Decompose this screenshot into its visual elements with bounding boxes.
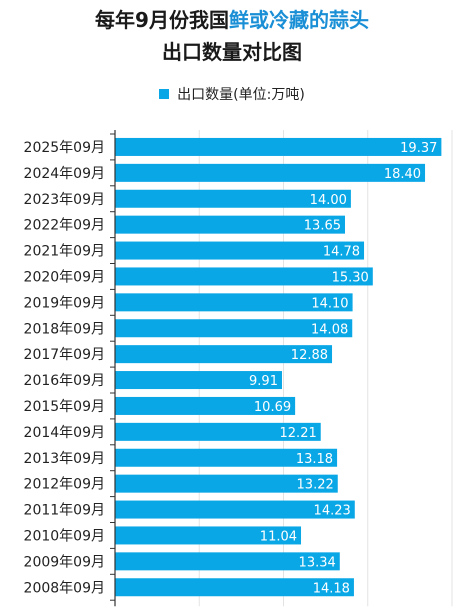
chart-title-part1: 每年9月份我国: [95, 8, 229, 32]
data-label: 13.34: [299, 555, 336, 570]
data-label: 11.04: [260, 529, 297, 544]
category-label: 2010年09月: [24, 528, 105, 544]
legend-label: 出口数量(单位:万吨): [177, 87, 305, 103]
data-label: 19.37: [400, 141, 437, 156]
bar: [115, 578, 354, 597]
legend-swatch: [159, 89, 170, 99]
bar: [115, 552, 340, 571]
category-label: 2023年09月: [24, 192, 105, 208]
category-label: 2014年09月: [24, 425, 105, 441]
chart-title: 每年9月份我国鲜或冷藏的蒜头: [0, 6, 464, 34]
bar: [115, 189, 351, 208]
data-label: 15.30: [332, 270, 369, 285]
data-label: 13.22: [297, 478, 334, 493]
bar: [115, 319, 353, 338]
bar: [115, 526, 302, 545]
bar: [115, 345, 333, 364]
bar: [115, 371, 282, 390]
data-label: 14.78: [323, 245, 360, 260]
category-label: 2016年09月: [24, 373, 105, 389]
data-label: 13.65: [304, 219, 341, 234]
data-label: 18.40: [384, 167, 421, 182]
category-label: 2011年09月: [24, 503, 105, 519]
bar: [115, 241, 365, 260]
category-label: 2025年09月: [24, 140, 105, 156]
chart-subtitle: 出口数量对比图: [162, 40, 302, 64]
category-label: 2024年09月: [24, 166, 105, 182]
bar: [115, 215, 346, 234]
category-label: 2021年09月: [24, 244, 105, 260]
bar: [115, 474, 338, 493]
bar: [115, 448, 338, 467]
category-label: 2019年09月: [24, 295, 105, 311]
category-label: 2015年09月: [24, 399, 105, 415]
category-label: 2008年09月: [24, 580, 105, 596]
category-label: 2020年09月: [24, 269, 105, 285]
chart-title-highlight: 鲜或冷藏的蒜头: [228, 8, 369, 32]
data-label: 14.10: [311, 296, 348, 311]
category-label: 2013年09月: [24, 451, 105, 467]
category-label: 2012年09月: [24, 477, 105, 493]
legend: 出口数量(单位:万吨): [0, 84, 464, 104]
data-label: 14.08: [311, 322, 348, 337]
category-label: 2017年09月: [24, 347, 105, 363]
data-label: 12.88: [291, 348, 328, 363]
data-label: 14.23: [314, 504, 351, 519]
bar: [115, 422, 321, 441]
category-label: 2018年09月: [24, 321, 105, 337]
data-label: 13.18: [296, 452, 333, 467]
data-label: 9.91: [249, 374, 278, 389]
bar: [115, 163, 426, 182]
category-label: 2022年09月: [24, 218, 105, 234]
data-label: 12.21: [280, 426, 317, 441]
data-label: 14.18: [313, 581, 350, 596]
category-label: 2009年09月: [24, 554, 105, 570]
bar: [115, 267, 373, 286]
bar: [115, 293, 353, 312]
data-label: 10.69: [254, 400, 291, 415]
bar: [115, 500, 355, 519]
data-label: 14.00: [310, 193, 347, 208]
bar: [115, 396, 296, 415]
bar: [115, 137, 442, 156]
